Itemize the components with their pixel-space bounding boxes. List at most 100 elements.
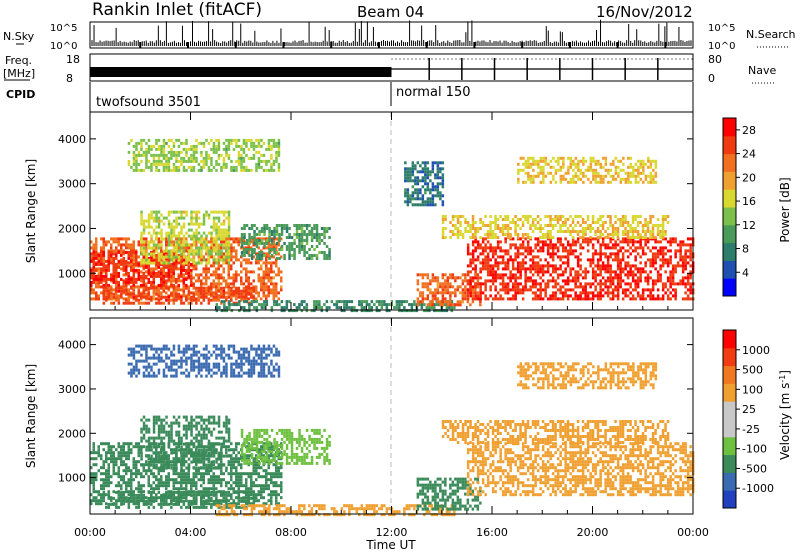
heatmap-cell xyxy=(97,285,100,289)
heatmap-cell xyxy=(546,243,550,247)
heatmap-cell xyxy=(587,177,590,181)
heatmap-cell xyxy=(661,249,665,253)
heatmap-cell xyxy=(328,257,331,260)
heatmap-cell xyxy=(215,246,218,250)
heatmap-cell xyxy=(544,236,547,239)
heatmap-cell xyxy=(454,215,457,218)
heatmap-cell xyxy=(132,150,136,154)
heatmap-cell xyxy=(459,303,462,307)
heatmap-cell xyxy=(150,234,153,238)
heatmap-cell xyxy=(145,288,148,292)
heatmap-cell xyxy=(409,197,412,201)
heatmap-cell xyxy=(232,292,236,296)
heatmap-cell xyxy=(225,162,228,166)
heatmap-cell xyxy=(217,216,221,220)
heatmap-cell xyxy=(157,237,160,241)
heatmap-cell xyxy=(212,150,216,154)
heatmap-cell xyxy=(484,285,487,289)
heatmap-cell xyxy=(100,259,103,263)
heatmap-cell xyxy=(436,276,440,280)
heatmap-cell xyxy=(323,236,326,239)
heatmap-cell xyxy=(629,291,632,295)
heatmap-cell xyxy=(496,276,500,280)
heatmap-cell xyxy=(195,264,198,268)
heatmap-cell xyxy=(107,250,110,254)
heatmap-cell xyxy=(501,255,505,259)
heatmap-cell xyxy=(300,309,304,313)
heatmap-cell xyxy=(674,294,677,298)
heatmap-cell xyxy=(247,286,251,290)
nsearch-label: N.Search xyxy=(746,28,796,41)
heatmap-cell xyxy=(400,300,404,304)
heatmap-cell xyxy=(135,262,138,266)
heatmap-cell xyxy=(175,262,178,266)
heatmap-cell xyxy=(205,264,208,268)
heatmap-cell xyxy=(285,248,289,251)
heatmap-cell xyxy=(195,243,198,247)
heatmap-cell xyxy=(165,156,168,160)
heatmap-cell xyxy=(217,210,221,214)
heatmap-cell xyxy=(272,144,276,148)
heatmap-cell xyxy=(190,291,193,295)
heatmap-cell xyxy=(514,215,517,218)
heatmap-cell xyxy=(278,239,281,242)
heatmap-cell xyxy=(416,279,420,283)
heatmap-cell xyxy=(140,292,143,296)
heatmap-cell xyxy=(679,249,682,253)
heatmap-cell xyxy=(431,188,435,192)
heatmap-cell xyxy=(656,224,660,227)
heatmap-cell xyxy=(323,233,326,236)
heatmap-cell xyxy=(288,245,291,248)
heatmap-cell xyxy=(676,243,680,247)
heatmap-cell xyxy=(187,294,190,298)
heatmap-cell xyxy=(157,291,160,295)
heatmap-cell xyxy=(649,249,652,253)
heatmap-cell xyxy=(272,159,276,163)
heatmap-cell xyxy=(197,249,201,253)
heatmap-cell xyxy=(449,303,452,307)
heatmap-cell xyxy=(491,255,495,259)
heatmap-cell xyxy=(185,138,188,142)
heatmap-cell xyxy=(293,257,296,260)
heatmap-cell xyxy=(529,270,532,274)
heatmap-cell xyxy=(529,215,532,218)
heatmap-cell xyxy=(434,173,437,177)
heatmap-cell xyxy=(132,280,135,284)
heatmap-cell xyxy=(172,279,175,283)
heatmap-cell xyxy=(363,300,366,304)
heatmap-cell xyxy=(416,194,420,198)
heatmap-cell xyxy=(232,261,235,265)
heatmap-cell xyxy=(489,249,492,253)
heatmap-cell xyxy=(484,279,487,283)
heatmap-cell xyxy=(253,248,256,251)
heatmap-cell xyxy=(599,273,602,277)
heatmap-cell xyxy=(155,231,158,235)
heatmap-cell xyxy=(175,259,178,263)
heatmap-cell xyxy=(155,147,158,151)
heatmap-cell xyxy=(195,219,198,223)
heatmap-cell xyxy=(446,291,450,295)
heatmap-cell xyxy=(245,295,248,299)
heatmap-cell xyxy=(142,249,146,253)
heatmap-cell xyxy=(551,224,555,227)
heatmap-cell xyxy=(576,294,580,298)
heatmap-cell xyxy=(175,138,178,142)
heatmap-cell xyxy=(200,153,203,157)
heatmap-cell xyxy=(187,246,190,250)
heatmap-cell xyxy=(107,259,110,263)
heatmap-cell xyxy=(257,165,261,169)
heatmap-cell xyxy=(145,237,148,241)
heatmap-cell xyxy=(92,253,95,257)
heatmap-cell xyxy=(486,246,490,250)
heatmap-cell xyxy=(471,285,475,289)
heatmap-cell xyxy=(420,306,424,310)
heatmap-cell xyxy=(117,301,121,305)
heatmap-cell xyxy=(461,215,465,218)
heatmap-cell xyxy=(414,167,417,171)
heatmap-cell xyxy=(288,257,291,260)
heatmap-cell xyxy=(107,297,110,301)
heatmap-cell xyxy=(313,254,316,257)
heatmap-cell xyxy=(681,264,685,268)
heatmap-cell xyxy=(155,237,158,241)
heatmap-cell xyxy=(671,279,675,283)
